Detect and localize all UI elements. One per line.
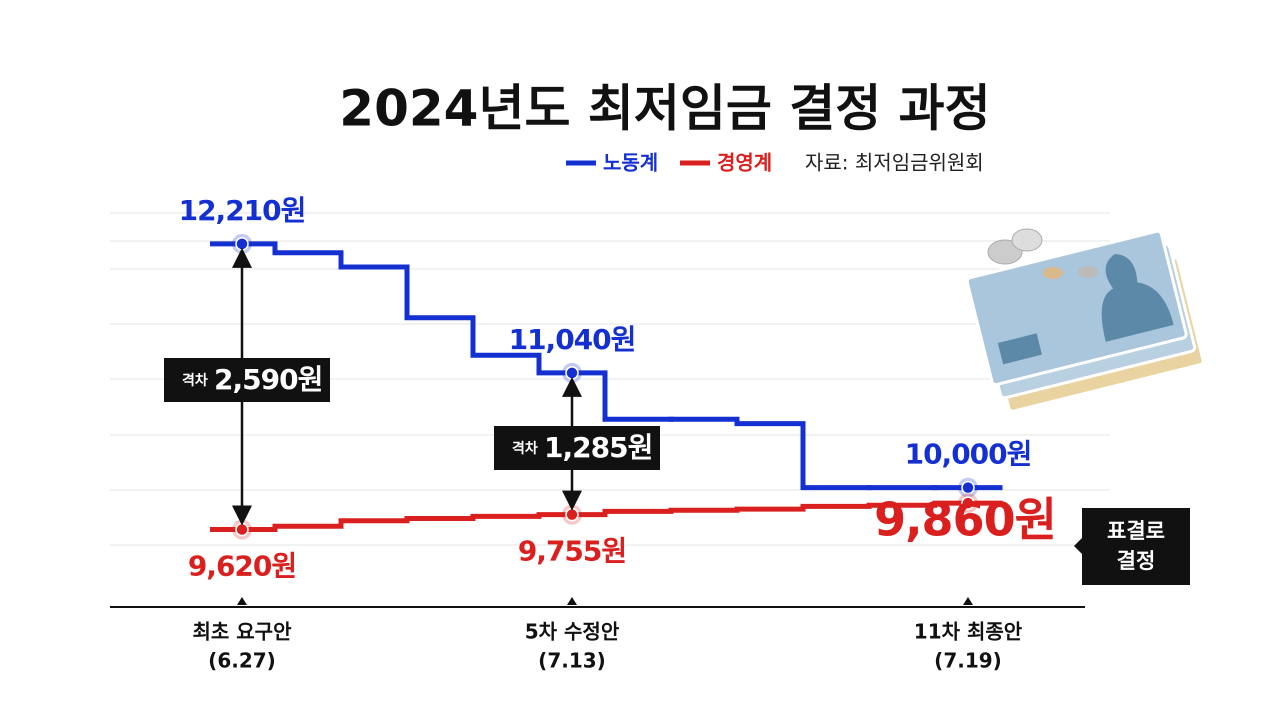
decision-text: 표결로: [1107, 519, 1165, 543]
axis-tick-marker: [567, 597, 577, 605]
value-label: 12,210원: [179, 194, 306, 227]
value-label: 11,040원: [509, 323, 636, 356]
x-tick-date: (7.13): [538, 649, 606, 673]
legend-label: 경영계: [717, 151, 772, 175]
x-tick-label: 최초 요구안: [193, 620, 293, 644]
chart-title: 2024년도 최저임금 결정 과정: [339, 80, 990, 138]
value-label: 9,860원: [874, 493, 1056, 547]
gap-value: 1,285원: [544, 431, 652, 464]
x-tick-label: 5차 수정안: [525, 620, 620, 644]
value-label: 10,000원: [905, 438, 1032, 471]
source: 자료: 최저임금위원회: [805, 151, 984, 175]
point: [565, 507, 579, 522]
x-tick-date: (6.27): [208, 649, 276, 673]
decision-text: 결정: [1117, 549, 1156, 573]
point: [235, 237, 249, 251]
legend-label: 노동계: [603, 151, 658, 175]
axis-tick-marker: [237, 597, 247, 605]
value-label: 9,755원: [518, 535, 626, 568]
gap-prefix: 격차: [182, 372, 208, 389]
gap-value: 2,590원: [214, 363, 322, 396]
decision-pointer: [1074, 538, 1082, 554]
axis-tick-marker: [963, 597, 973, 605]
gap-prefix: 격차: [512, 440, 538, 457]
point: [565, 366, 579, 380]
point: [961, 496, 975, 510]
value-label: 9,620원: [188, 550, 296, 583]
money-illustration: [965, 228, 1205, 413]
decision-box: [1082, 508, 1190, 585]
x-tick-label: 11차 최종안: [914, 620, 1023, 644]
x-tick-date: (7.19): [934, 649, 1002, 673]
point: [235, 522, 249, 537]
gap-box: [164, 358, 330, 402]
gap-box: [494, 426, 660, 470]
point: [961, 480, 975, 495]
